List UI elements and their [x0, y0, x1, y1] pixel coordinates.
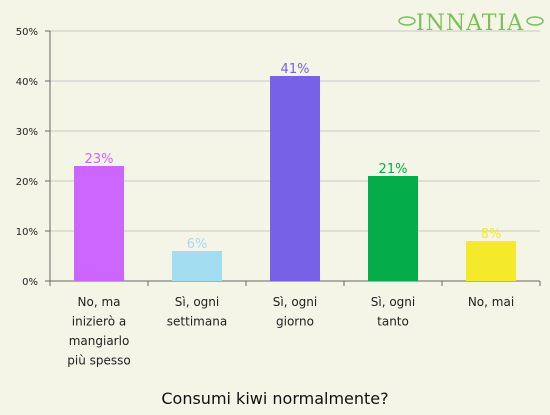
bars: [74, 76, 516, 281]
y-tick-label: 40%: [16, 77, 38, 88]
category-label: Sì, ogni settimana: [167, 295, 227, 329]
category-label: No, mai: [468, 295, 514, 309]
y-tick-label: 30%: [16, 127, 38, 138]
data-label: 6%: [187, 237, 208, 252]
y-tick-label: 10%: [16, 227, 38, 238]
logo-text: INNATIA: [416, 11, 524, 36]
chart-title: Consumi kiwi normalmente?: [161, 389, 388, 408]
data-labels: 23% 6% 41% 21% 8%: [85, 62, 502, 252]
category-label: No, ma inizierò a mangiarlo più spesso: [67, 295, 130, 368]
y-tick-label: 20%: [16, 177, 38, 188]
data-label: 21%: [379, 162, 408, 177]
bar: [172, 251, 222, 281]
data-label: 8%: [481, 227, 502, 242]
bar: [270, 76, 320, 281]
y-tick-label: 50%: [16, 27, 38, 38]
category-labels: No, ma inizierò a mangiarlo più spesso Sì, o…: [67, 295, 514, 368]
category-label: Sì, ogni giorno: [273, 295, 317, 329]
leaf-icon: [398, 16, 416, 26]
y-tick-labels: 0% 10% 20% 30% 40% 50%: [16, 27, 38, 288]
innatia-logo: INNATIA: [398, 11, 544, 36]
bar: [368, 176, 418, 281]
y-tick-label: 0%: [22, 277, 38, 288]
data-label: 41%: [281, 62, 310, 77]
data-label: 23%: [85, 152, 114, 167]
leaf-icon: [526, 16, 544, 26]
bar: [466, 241, 516, 281]
bar: [74, 166, 124, 281]
category-label: Sì, ogni tanto: [371, 295, 415, 329]
